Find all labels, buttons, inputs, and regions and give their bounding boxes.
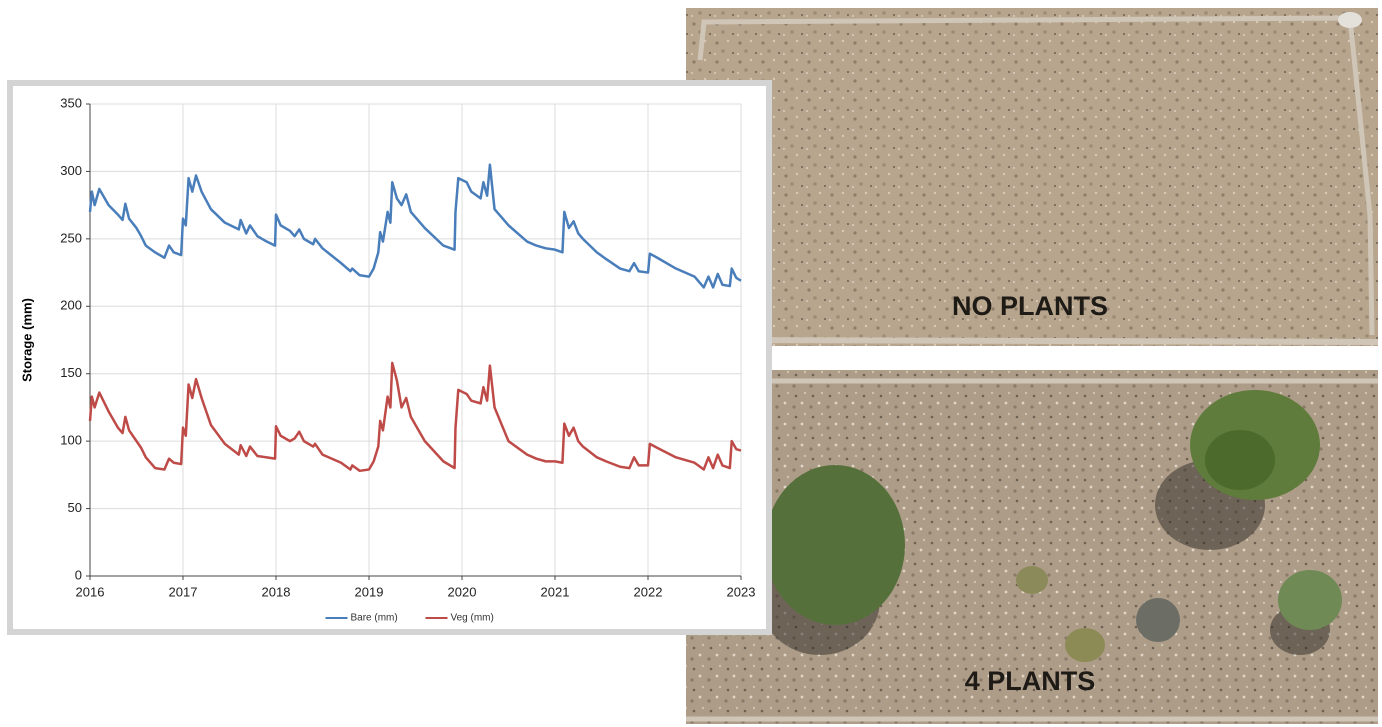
page: NO PLANTS 4 PLANTS Storage (mm) 0 50 100 15…: [0, 0, 1382, 727]
photo-four-plants: 4 PLANTS: [686, 370, 1378, 724]
photo-no-plants: NO PLANTS: [686, 8, 1378, 346]
y-axis-label: Storage (mm): [19, 298, 34, 382]
x-tick-label: 2023: [727, 584, 756, 599]
photo-label: NO PLANTS: [952, 291, 1108, 321]
x-tick-label: 2021: [541, 584, 570, 599]
x-tick-label: 2020: [448, 584, 477, 599]
y-tick-label: 250: [60, 230, 82, 245]
legend-label: Veg (mm): [451, 613, 494, 624]
photo-label: 4 PLANTS: [965, 666, 1096, 696]
chart-background: [13, 86, 766, 629]
x-tick-label: 2017: [169, 584, 198, 599]
legend-label: Bare (mm): [351, 613, 398, 624]
x-tick-label: 2022: [634, 584, 663, 599]
x-tick-label: 2018: [262, 584, 291, 599]
y-tick-label: 150: [60, 365, 82, 380]
y-tick-label: 50: [68, 500, 82, 515]
x-tick-label: 2016: [76, 584, 105, 599]
y-tick-label: 350: [60, 95, 82, 110]
y-tick-label: 100: [60, 433, 82, 448]
x-tick-label: 2019: [355, 584, 384, 599]
y-tick-label: 200: [60, 298, 82, 313]
y-tick-label: 300: [60, 163, 82, 178]
y-tick-label: 0: [75, 567, 82, 582]
chart: Storage (mm) 0 50 100 150 200 250 300 350 2016 20…: [7, 80, 772, 635]
